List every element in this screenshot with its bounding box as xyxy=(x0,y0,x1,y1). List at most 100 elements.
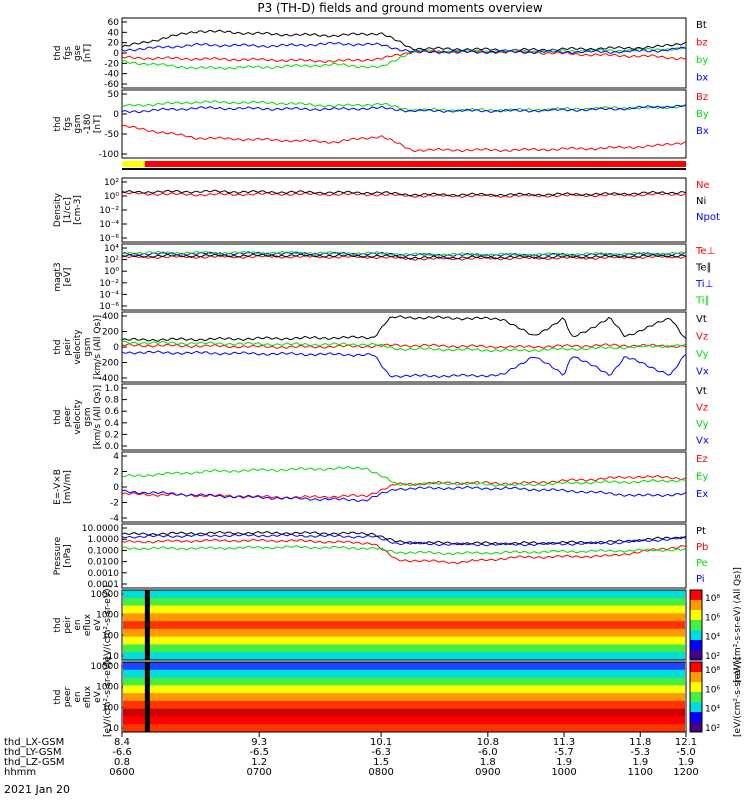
ytick-label: 2 xyxy=(113,468,119,478)
xtick-label: 1200 xyxy=(673,767,698,778)
spectrogram-band xyxy=(123,652,685,661)
legend-Npot: Npot xyxy=(696,212,720,223)
legend-Vt: Vt xyxy=(696,386,707,397)
ylabel-line: fgs xyxy=(63,46,73,60)
xtick-label: 11.3 xyxy=(553,737,575,748)
panel-frame-density xyxy=(121,177,687,243)
panel-frame-electron-velocity xyxy=(121,383,687,451)
xtick-label: -5.7 xyxy=(554,747,574,758)
xtick-label: -6.0 xyxy=(478,747,498,758)
legend-Te∥: Te∥ xyxy=(695,263,712,274)
panel-frame-fgs-gse xyxy=(121,17,687,89)
ytick-label: 100 xyxy=(102,631,119,641)
legend-Pb: Pb xyxy=(696,542,708,553)
xtick-label: -6.5 xyxy=(249,747,269,758)
xtick-label: 0700 xyxy=(246,767,271,778)
ylabel-line: gsm xyxy=(83,407,93,426)
colorbar-tick: 10⁸ xyxy=(705,594,720,604)
xtick-label: 0800 xyxy=(368,767,393,778)
legend-Ex: Ex xyxy=(696,489,708,500)
spectrogram-band xyxy=(123,693,685,702)
colorbar-tick: 10⁸ xyxy=(705,666,720,676)
xtick-label: -6.3 xyxy=(371,747,391,758)
xtick-label: -6.6 xyxy=(112,747,132,758)
series-Pe xyxy=(121,545,687,556)
ylabel-line: peir xyxy=(63,338,73,356)
series-Bz xyxy=(121,124,687,153)
ylabel-line: thd xyxy=(53,410,63,425)
ylabel-line: en xyxy=(73,619,83,630)
xtick-label: 11.8 xyxy=(629,737,651,748)
ytick-label: 0.4 xyxy=(105,419,120,429)
legend-Pt: Pt xyxy=(696,526,706,537)
colorbar-tick: 10⁶ xyxy=(705,685,720,695)
colorbar-tick: 10² xyxy=(705,724,720,734)
ylabel-line: [km/s (All Qs)] xyxy=(93,385,103,449)
ytick-label: 0 xyxy=(113,49,119,59)
legend-bz: bz xyxy=(696,38,708,49)
legend-Vx: Vx xyxy=(696,436,709,447)
ytick-label: 10⁻² xyxy=(99,206,119,216)
series-Ni xyxy=(121,189,687,197)
xaxis-row-label: thd_LZ-GSM xyxy=(4,757,65,768)
series-Ey xyxy=(121,465,687,487)
series-Te∥ xyxy=(121,253,687,260)
ylabel-line: [eV/(cm²-s-sr-eV)] xyxy=(103,657,113,737)
colorbar-segment xyxy=(690,672,702,683)
ylabel-line: thd xyxy=(53,46,63,61)
xtick-label: 12.1 xyxy=(675,737,697,748)
xtick-label: 9.3 xyxy=(251,737,267,748)
ytick-label: 100 xyxy=(102,703,119,713)
status-bar-red xyxy=(144,161,686,167)
legend-Ne: Ne xyxy=(696,180,710,191)
ytick-label: 0 xyxy=(113,110,119,120)
legend-Vz: Vz xyxy=(696,403,708,414)
ylabel-line: -180 xyxy=(83,114,93,135)
colorbar-segment xyxy=(690,590,702,601)
ylabel-line: [nT] xyxy=(83,44,93,62)
ytick-label: -20 xyxy=(104,59,119,69)
ytick-label: 10000 xyxy=(90,662,119,672)
ylabel-line: eflux xyxy=(83,685,93,708)
legend-Ti⊥: Ti⊥ xyxy=(695,279,713,290)
status-bar-line xyxy=(122,168,686,170)
ytick-label: 0 xyxy=(113,343,119,353)
colorbar-segment xyxy=(690,650,702,661)
ylabel-line: eflux xyxy=(83,613,93,636)
ytick-label: -60 xyxy=(104,80,119,90)
xtick-label: 1.2 xyxy=(251,757,267,768)
spectrogram-frame xyxy=(121,589,687,661)
ytick-label: 10 xyxy=(108,652,120,662)
ylabel-line: eV xyxy=(93,690,103,703)
ytick-label: 10⁻⁶ xyxy=(99,234,119,244)
ylabel-line: [cm-3] xyxy=(73,195,83,225)
ytick-label: -40 xyxy=(104,70,119,80)
ytick-label: 10² xyxy=(104,256,119,266)
spectrogram-band xyxy=(123,597,685,607)
colorbar-tick: 10⁴ xyxy=(705,705,720,715)
series-Pi xyxy=(121,533,687,547)
ylabel-line: Density xyxy=(53,192,63,227)
ytick-label: 400 xyxy=(102,312,119,322)
plot-title: P3 (TH-D) fields and ground moments over… xyxy=(257,1,543,15)
spectrogram-band xyxy=(123,636,685,645)
status-bar-yellow xyxy=(122,161,145,167)
xtick-label: 0600 xyxy=(109,767,134,778)
xtick-label: 1.9 xyxy=(556,757,572,768)
ylabel-line: thd xyxy=(53,340,63,355)
series-bz xyxy=(121,49,687,64)
spectrogram-band xyxy=(123,644,685,653)
legend-by: by xyxy=(696,55,708,66)
colorbar-segment xyxy=(690,662,702,673)
ytick-label: 4 xyxy=(113,452,119,462)
spectrogram-band xyxy=(123,685,685,694)
spectrogram-band xyxy=(123,708,685,717)
ytick-label: 10⁻⁴ xyxy=(99,290,119,300)
legend-bx: bx xyxy=(696,73,708,84)
series-Bx xyxy=(121,103,687,114)
legend-Bt: Bt xyxy=(696,20,707,31)
legend-Te⊥: Te⊥ xyxy=(695,246,715,257)
legend-Vy: Vy xyxy=(696,419,709,430)
